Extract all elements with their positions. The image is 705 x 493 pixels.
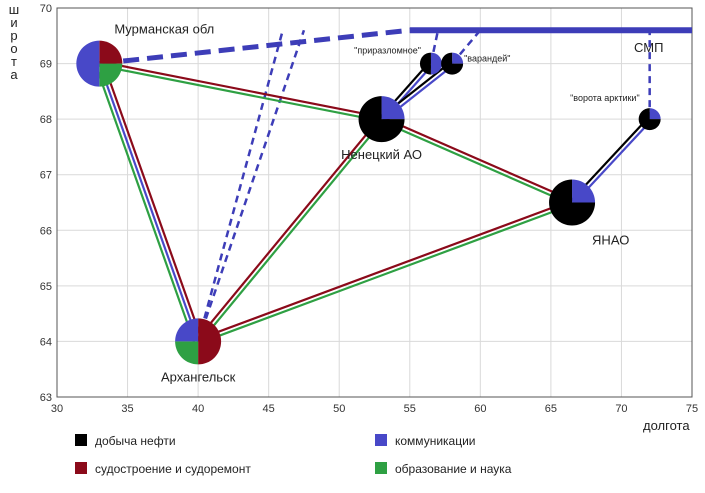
node-arkhangelsk bbox=[175, 318, 222, 365]
node-slice-edu bbox=[175, 341, 199, 365]
node-label-yanao: ЯНАО bbox=[592, 233, 629, 248]
node-label-arkhangelsk: Архангельск bbox=[161, 369, 236, 384]
y-tick-label: 66 bbox=[40, 225, 52, 237]
node-vorota bbox=[638, 108, 661, 131]
link-strand-ship bbox=[99, 60, 383, 119]
legend-label-ship: судостроение и судоремонт bbox=[95, 462, 251, 476]
legend-label-edu: образование и наука bbox=[395, 462, 512, 476]
node-yanao bbox=[549, 179, 596, 226]
node-label-varandey: "варандей" bbox=[464, 54, 510, 64]
node-label-vorota: "ворота арктики" bbox=[570, 93, 640, 103]
link-strand-ship bbox=[197, 199, 572, 341]
node-label-nenets: Ненецкий АО bbox=[341, 147, 422, 162]
legend-swatch-ship bbox=[75, 462, 87, 474]
node-slice-ship bbox=[99, 40, 123, 64]
x-tick-label: 70 bbox=[615, 403, 627, 415]
node-prirazlomnoe bbox=[419, 52, 442, 75]
link-strand-edu bbox=[94, 64, 196, 344]
x-tick-label: 50 bbox=[333, 403, 345, 415]
node-slice-oil bbox=[441, 52, 464, 75]
x-tick-label: 40 bbox=[192, 403, 204, 415]
dashed-route bbox=[196, 29, 284, 342]
axes: 30 35 40 45 50 55 60 65 70 75 63 64 65 66 67 68 69 70 bbox=[40, 3, 698, 415]
link-strand-ship bbox=[195, 117, 381, 341]
x-tick-label: 35 bbox=[121, 403, 133, 415]
dashed-route bbox=[196, 29, 306, 342]
dashed-route bbox=[99, 27, 411, 67]
node-slice-ship bbox=[198, 318, 222, 365]
link-strand-ship bbox=[381, 116, 574, 202]
node-slice-comm bbox=[649, 108, 661, 120]
y-tick-label: 70 bbox=[40, 3, 52, 15]
link-strand-ship bbox=[102, 61, 203, 341]
node-slice-oil bbox=[358, 96, 405, 143]
node-labels: Мурманская обл Ненецкий АО ЯНАО Архангельск… bbox=[114, 22, 639, 385]
legend-swatch-edu bbox=[375, 462, 387, 474]
node-slice-comm bbox=[452, 52, 464, 64]
dashed-route bbox=[451, 29, 482, 65]
smp-label: СМП bbox=[634, 40, 663, 55]
link-strand-edu bbox=[98, 64, 382, 123]
node-murmansk bbox=[76, 40, 123, 87]
x-tick-label: 30 bbox=[51, 403, 63, 415]
y-tick-label: 68 bbox=[40, 114, 52, 126]
y-tick-label: 69 bbox=[40, 59, 52, 71]
legend-label-comm: коммуникации bbox=[395, 434, 476, 448]
legend: добыча нефти судостроение и судоремонт ком… bbox=[75, 434, 512, 476]
node-slice-comm bbox=[76, 40, 100, 87]
node-slice-comm bbox=[572, 179, 596, 203]
node-nenets bbox=[358, 96, 405, 143]
legend-swatch-oil bbox=[75, 434, 87, 446]
node-label-prirazlomnoe: "приразломное" bbox=[354, 46, 421, 56]
legend-swatch-comm bbox=[375, 434, 387, 446]
node-slice-oil bbox=[638, 108, 661, 131]
x-tick-label: 45 bbox=[263, 403, 275, 415]
x-axis-title: долгота bbox=[643, 418, 690, 433]
node-slice-comm bbox=[175, 318, 199, 342]
node-slice-comm bbox=[381, 96, 405, 120]
y-tick-label: 67 bbox=[40, 170, 52, 182]
x-tick-label: 75 bbox=[686, 403, 698, 415]
link-strand-edu bbox=[380, 119, 572, 206]
node-slice-oil bbox=[549, 179, 596, 226]
plot-frame bbox=[56, 7, 693, 398]
node-slice-comm bbox=[430, 52, 442, 75]
legend-label-oil: добыча нефти bbox=[95, 434, 176, 448]
region-nodes bbox=[76, 40, 661, 365]
node-label-murmansk: Мурманская обл bbox=[114, 22, 214, 37]
grid bbox=[56, 7, 693, 398]
node-varandey bbox=[441, 52, 464, 75]
y-tick-label: 64 bbox=[40, 336, 52, 348]
dashed-routes: СМП bbox=[99, 27, 692, 342]
link-strand-edu bbox=[198, 203, 574, 345]
node-slice-oil bbox=[419, 52, 431, 75]
link-strand-edu bbox=[198, 119, 384, 344]
link-strand-comm bbox=[98, 63, 200, 342]
x-tick-label: 65 bbox=[545, 403, 557, 415]
x-tick-label: 60 bbox=[474, 403, 486, 415]
y-tick-label: 63 bbox=[40, 392, 52, 404]
x-tick-label: 55 bbox=[404, 403, 416, 415]
y-tick-label: 65 bbox=[40, 281, 52, 293]
node-slice-edu bbox=[99, 63, 123, 87]
